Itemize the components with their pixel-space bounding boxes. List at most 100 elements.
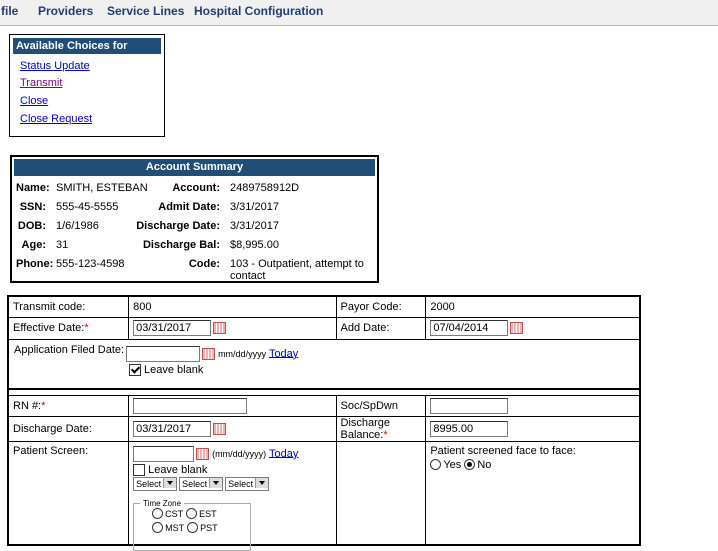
today-link[interactable]: Today bbox=[268, 347, 299, 360]
radio[interactable] bbox=[187, 522, 199, 534]
link[interactable]: Status Update bbox=[20, 60, 90, 72]
label: MST bbox=[165, 522, 185, 533]
label-cell: Effective Date:* bbox=[7, 316, 130, 340]
patient-screen-cell: (mm/dd/yyyy) Today Leave blank Select Sel… bbox=[128, 440, 337, 551]
input[interactable]: 8995.00 bbox=[430, 420, 509, 437]
calendar-icon[interactable] bbox=[213, 322, 227, 334]
input-cell: 03/31/2017 bbox=[128, 316, 337, 340]
label: Add Date: bbox=[335, 316, 427, 340]
value: 2000 bbox=[425, 295, 641, 318]
label: CST bbox=[165, 508, 184, 519]
input[interactable]: 03/31/2017 bbox=[133, 420, 212, 437]
choices-box: Available Choices for Updates Status Upd… bbox=[9, 34, 165, 137]
calendar-icon[interactable] bbox=[213, 422, 227, 435]
input[interactable]: 07/04/2014 bbox=[430, 320, 509, 336]
calendar-icon[interactable] bbox=[510, 322, 524, 334]
summary-value: 555-123-4598 bbox=[56, 258, 125, 270]
label: Leave blank bbox=[144, 363, 204, 376]
app-filed-cell: Application Filed Date: mm/dd/yyyy Today… bbox=[7, 338, 641, 390]
label: PST bbox=[200, 522, 218, 533]
label: Patient screened face to face: bbox=[430, 444, 576, 457]
input[interactable] bbox=[133, 445, 195, 462]
link[interactable]: Transmit bbox=[20, 77, 63, 89]
nav-item[interactable]: Providers bbox=[38, 4, 94, 18]
label: Discharge Date: bbox=[7, 415, 130, 442]
summary-title: Account Summary bbox=[14, 159, 375, 176]
label: EST bbox=[199, 508, 217, 519]
today-link[interactable]: Today bbox=[269, 447, 299, 460]
label: RN #: bbox=[13, 399, 42, 412]
nav-item[interactable]: file bbox=[1, 4, 19, 18]
summary-value: $8,995.00 bbox=[230, 239, 279, 251]
checkbox[interactable] bbox=[133, 463, 146, 476]
select-text: Select bbox=[228, 478, 254, 489]
required: * bbox=[84, 322, 89, 334]
value: 800 bbox=[128, 295, 337, 318]
summary-value: 2489758912D bbox=[230, 182, 300, 194]
summary-value: 3/31/2017 bbox=[230, 201, 279, 213]
nav-item[interactable]: Hospital Configuration bbox=[194, 4, 324, 18]
link[interactable]: Close bbox=[20, 95, 49, 107]
summary-value: 1/6/1986 bbox=[56, 220, 99, 232]
summary-label: Discharge Date: bbox=[136, 220, 220, 232]
required: * bbox=[41, 399, 46, 412]
summary-value: SMITH, ESTEBAN bbox=[56, 182, 148, 194]
summary-label: Code: bbox=[188, 258, 220, 270]
time-zone-group: Time Zone CST EST MST PST bbox=[133, 498, 252, 551]
summary-label: DOB: bbox=[17, 220, 46, 232]
select-text: Select bbox=[182, 478, 208, 489]
input-cell bbox=[425, 394, 641, 417]
empty-cell bbox=[335, 440, 427, 546]
label: Transmit code: bbox=[7, 295, 130, 318]
top-nav: file Providers Service Lines Hospital Co… bbox=[0, 0, 718, 26]
summary-value: 103 - Outpatient, attempt to contact bbox=[230, 258, 364, 282]
radio[interactable] bbox=[152, 522, 164, 534]
radio[interactable] bbox=[464, 459, 476, 471]
input[interactable] bbox=[133, 397, 248, 414]
summary-label: Account: bbox=[172, 182, 220, 194]
input[interactable] bbox=[430, 397, 509, 414]
summary-label: SSN: bbox=[19, 201, 46, 213]
input[interactable] bbox=[126, 345, 200, 362]
account-summary: Account Summary Name: SMITH, ESTEBAN Accou… bbox=[10, 155, 379, 283]
label: No bbox=[477, 458, 492, 471]
summary-value: 31 bbox=[56, 239, 69, 251]
checkbox[interactable] bbox=[129, 363, 141, 376]
summary-label: Phone: bbox=[16, 258, 54, 270]
summary-value: 555-45-5555 bbox=[56, 201, 119, 213]
input-cell bbox=[128, 394, 337, 417]
choices-title: Available Choices for Updates bbox=[13, 38, 161, 68]
input-cell: 8995.00 bbox=[425, 415, 641, 442]
label: Leave blank bbox=[148, 463, 208, 476]
summary-value: 3/31/2017 bbox=[230, 220, 279, 232]
nav-item[interactable]: Service Lines bbox=[107, 4, 185, 18]
label: Effective Date: bbox=[13, 322, 85, 334]
label: Discharge Balance: bbox=[340, 416, 391, 441]
calendar-icon[interactable] bbox=[202, 347, 215, 360]
summary-label: Admit Date: bbox=[158, 201, 220, 213]
label: Patient Screen: bbox=[7, 440, 130, 546]
link[interactable]: Close Request bbox=[20, 113, 93, 125]
hint: mm/dd/yyyy bbox=[218, 348, 267, 359]
select[interactable]: Select bbox=[225, 476, 270, 491]
radio[interactable] bbox=[152, 508, 164, 520]
hint: (mm/dd/yyyy) bbox=[212, 448, 267, 459]
radio[interactable] bbox=[186, 508, 198, 520]
form-table: Transmit code: 800 Payor Code: 2000 Effe… bbox=[7, 295, 641, 551]
select[interactable]: Select bbox=[179, 476, 224, 491]
summary-label: Discharge Bal: bbox=[142, 239, 220, 251]
label: Payor Code: bbox=[335, 295, 427, 318]
input[interactable]: 03/31/2017 bbox=[133, 320, 212, 336]
required: * bbox=[383, 428, 388, 441]
calendar-icon[interactable] bbox=[196, 447, 210, 460]
radio[interactable] bbox=[430, 459, 442, 471]
input-cell: 07/04/2014 bbox=[425, 316, 641, 340]
summary-label: Name: bbox=[16, 182, 50, 194]
label: Soc/SpDwn bbox=[335, 394, 427, 417]
select[interactable]: Select bbox=[133, 476, 178, 491]
label: Yes bbox=[443, 458, 462, 471]
label-cell: Discharge Balance:* bbox=[335, 415, 427, 442]
label: Application Filed Date: bbox=[14, 343, 125, 356]
input-cell: 03/31/2017 bbox=[128, 415, 337, 442]
